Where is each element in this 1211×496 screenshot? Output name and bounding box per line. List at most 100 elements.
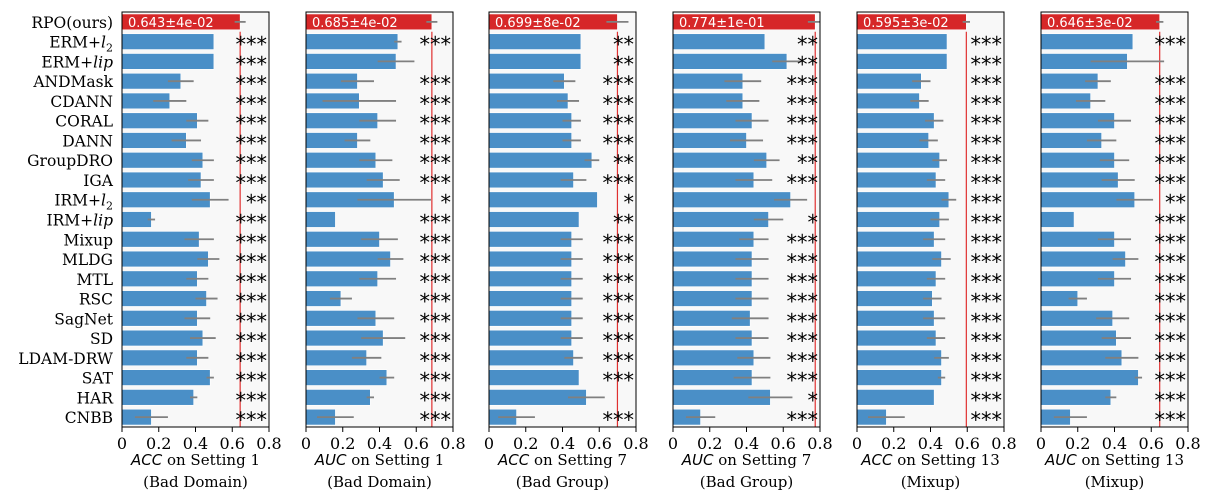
significance-stars: *** (787, 329, 819, 353)
significance-stars: *** (971, 230, 1003, 254)
x-tick-label: 0.4 (734, 434, 759, 453)
bar (305, 33, 399, 50)
rpo-value-label: 0.646±3e-02 (1047, 16, 1133, 31)
bar (488, 349, 574, 367)
x-tick-label: 0.6 (771, 434, 796, 453)
significance-stars: *** (603, 72, 635, 96)
significance-stars: *** (236, 230, 268, 254)
significance-stars: *** (787, 270, 819, 294)
significance-stars: *** (787, 290, 819, 314)
significance-stars: *** (420, 230, 452, 254)
method-label: SAT (82, 370, 114, 388)
method-label: GroupDRO (27, 152, 113, 170)
significance-stars: *** (971, 171, 1003, 195)
significance-stars: *** (1155, 250, 1187, 274)
significance-stars: ** (246, 191, 267, 215)
significance-stars: *** (971, 33, 1003, 57)
x-axis-subtitle: (Bad Group) (516, 473, 610, 491)
bar (856, 132, 929, 149)
bar (488, 33, 582, 50)
significance-stars: ** (613, 52, 634, 76)
x-tick-label: 0.2 (146, 434, 171, 453)
bar (121, 53, 215, 70)
significance-stars: *** (236, 151, 268, 175)
method-label: Mixup (64, 231, 114, 249)
significance-stars: *** (420, 270, 452, 294)
bar (856, 389, 935, 406)
x-axis-title: AUC on Setting 7 (681, 451, 812, 469)
x-tick-label: 0.2 (1065, 434, 1090, 453)
significance-stars: *** (971, 369, 1003, 393)
significance-stars: ** (613, 151, 634, 175)
panel-5: 0.595±3e-02*****************************… (852, 11, 1017, 491)
x-axis-title: AUC on Setting 1 (314, 451, 445, 469)
x-tick-label: 0.6 (587, 434, 612, 453)
method-label: DANN (62, 132, 113, 150)
bar (488, 250, 572, 268)
method-label: RPO(ours) (31, 14, 113, 32)
significance-stars: *** (1155, 309, 1187, 333)
significance-stars: *** (1155, 151, 1187, 175)
x-axis-subtitle: (Bad Domain) (327, 473, 432, 491)
significance-stars: *** (603, 171, 635, 195)
significance-stars: *** (420, 290, 452, 314)
significance-stars: *** (603, 270, 635, 294)
significance-stars: *** (236, 329, 268, 353)
panel-3: 0.699±8e-02*****************************… (484, 11, 649, 491)
x-tick-label: 0 (484, 434, 494, 453)
significance-stars: *** (787, 112, 819, 136)
significance-stars: *** (787, 309, 819, 333)
significance-stars: *** (236, 211, 268, 235)
significance-stars: *** (787, 72, 819, 96)
significance-stars: ** (613, 33, 634, 57)
significance-stars: *** (1155, 211, 1187, 235)
significance-stars: *** (420, 131, 452, 155)
x-tick-label: 0.4 (1102, 434, 1127, 453)
bar (488, 369, 580, 386)
bar (121, 290, 207, 307)
panel-1: 0.643±4e-02*****************************… (117, 11, 282, 491)
bar (856, 33, 948, 50)
significance-stars: *** (971, 92, 1003, 116)
bar (672, 33, 766, 50)
bar (488, 53, 582, 70)
significance-stars: *** (603, 290, 635, 314)
x-axis-title: ACC on Setting 7 (497, 451, 627, 469)
significance-stars: * (808, 211, 819, 235)
rpo-value-label: 0.699±8e-02 (495, 16, 581, 31)
bar (856, 349, 942, 367)
bar (856, 152, 940, 169)
method-label: IGA (83, 172, 114, 190)
method-label: ERM+l2 (49, 34, 113, 55)
significance-stars: *** (236, 408, 268, 432)
bar (488, 310, 572, 327)
bar (856, 270, 937, 287)
x-axis-title: ACC on Setting 13 (860, 451, 1000, 469)
x-tick-label: 0 (301, 434, 311, 453)
bar (305, 211, 336, 228)
significance-stars: *** (603, 408, 635, 432)
method-label: MLDG (62, 251, 113, 269)
panel-6: 0.646±3e-02*****************************… (1036, 11, 1201, 491)
bar (1040, 33, 1134, 50)
x-axis-subtitle: (Mixup) (1085, 473, 1145, 491)
x-tick-label: 0.6 (1139, 434, 1164, 453)
significance-stars: *** (603, 230, 635, 254)
significance-stars: *** (1155, 388, 1187, 412)
method-label: ERM+lip (41, 53, 113, 71)
rpo-value-label: 0.685±4e-02 (312, 16, 398, 31)
rpo-value-label: 0.595±3e-02 (863, 16, 949, 31)
significance-stars: *** (787, 369, 819, 393)
significance-stars: *** (420, 408, 452, 432)
significance-stars: *** (787, 408, 819, 432)
significance-stars: *** (971, 349, 1003, 373)
significance-stars: *** (420, 329, 452, 353)
x-axis-title: ACC on Setting 1 (130, 451, 260, 469)
method-label: CORAL (55, 113, 113, 131)
significance-stars: *** (603, 131, 635, 155)
significance-stars: *** (420, 72, 452, 96)
x-tick-label: 0.8 (1175, 434, 1200, 453)
significance-stars: *** (603, 329, 635, 353)
significance-stars: *** (1155, 369, 1187, 393)
significance-stars: *** (420, 250, 452, 274)
